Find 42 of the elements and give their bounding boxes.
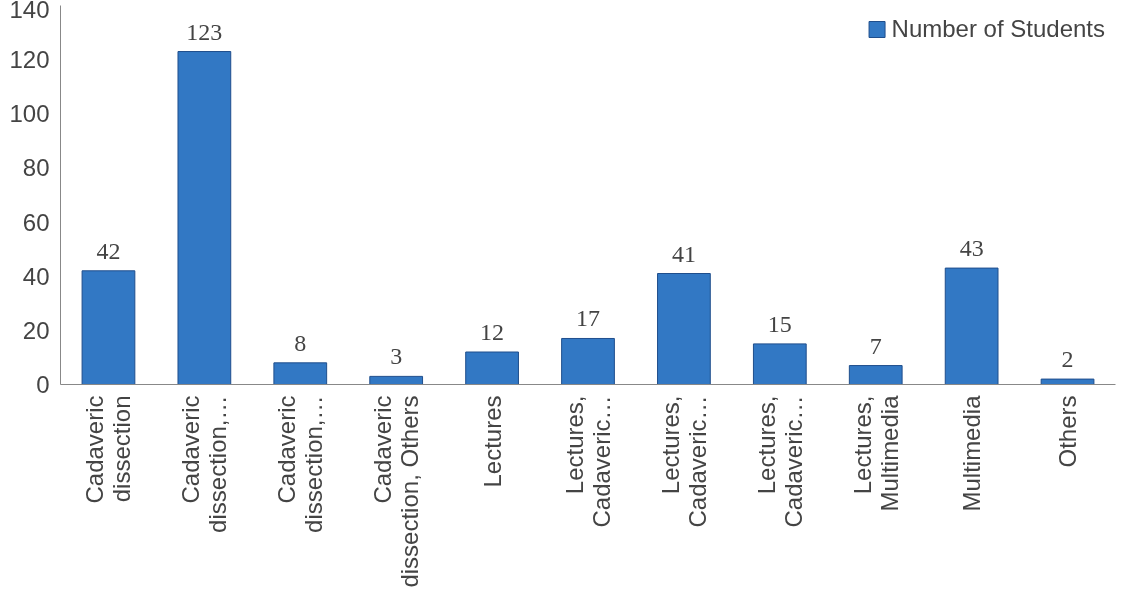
bar [848,365,903,385]
bar [273,362,328,385]
x-tick-label: Lectures [478,395,506,488]
x-tick-label: Lectures, Cadaveric… [561,395,615,528]
data-label: 8 [294,329,307,356]
x-tick-label: Cadaveric dissection [81,395,136,504]
bar [752,343,807,385]
bar [369,375,424,385]
data-label: 12 [480,319,505,346]
y-tick-label: 0 [36,371,50,398]
x-tick-label: Lectures, Multimedia [848,394,903,512]
data-label: 3 [390,343,403,370]
y-tick-label: 120 [9,46,50,74]
y-tick-label: 100 [9,100,50,128]
bar [944,267,999,385]
bar [1040,378,1095,385]
x-tick-label: Lectures, Cadaveric… [752,395,807,528]
data-label: 43 [959,235,984,262]
data-label: 42 [96,237,121,264]
data-label: 123 [186,18,223,45]
y-tick-label: 20 [22,316,50,344]
bar [177,51,232,385]
x-tick-label: Cadaveric dissection,… [177,395,232,533]
data-label: 17 [576,305,600,332]
x-tick-label: Multimedia [958,394,986,512]
y-tick-label: 140 [9,0,50,23]
bar [81,270,136,385]
data-label: 7 [869,332,882,359]
legend-label: Number of Students [891,15,1105,43]
bar [561,337,615,385]
y-tick-label: 80 [22,154,50,182]
x-tick-label: Others [1054,395,1082,468]
data-label: 41 [671,240,696,267]
bar [657,273,711,385]
y-tick-label: 40 [22,262,50,290]
bar [465,351,519,385]
data-label: 15 [767,310,792,337]
x-tick-label: Lectures, Cadaveric… [656,395,711,528]
x-tick-label: Cadaveric dissection, Others [369,395,424,588]
x-tick-label: Cadaveric dissection,… [273,395,328,533]
y-tick-label: 60 [22,208,50,236]
data-label: 2 [1061,346,1074,373]
